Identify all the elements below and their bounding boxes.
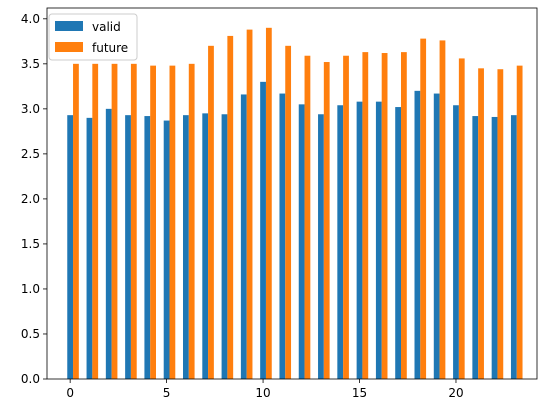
bar-valid-12	[298, 104, 305, 379]
bar-valid-0	[67, 115, 74, 379]
bar-future-0	[73, 63, 79, 379]
y-tick-label: 3.0	[21, 102, 40, 116]
legend: valid future	[48, 13, 138, 61]
bar-valid-23	[510, 115, 517, 379]
bar-valid-1	[86, 117, 93, 380]
bar-future-19	[439, 40, 446, 380]
bar-future-7	[208, 45, 214, 379]
bar-future-22	[497, 69, 504, 379]
bar-valid-3	[125, 115, 131, 379]
bar-valid-8	[221, 114, 228, 379]
legend-label-future: future	[92, 41, 128, 55]
bars-group	[67, 27, 523, 380]
bar-future-17	[401, 52, 407, 380]
bar-valid-19	[433, 93, 440, 380]
bar-future-23	[516, 65, 523, 379]
bar-future-11	[285, 45, 292, 379]
bar-valid-10	[260, 81, 266, 379]
bar-future-9	[246, 29, 253, 380]
bar-future-16	[381, 53, 388, 380]
bar-future-18	[420, 38, 427, 380]
legend-label-valid: valid	[92, 20, 121, 34]
bar-valid-17	[395, 107, 401, 380]
bar-valid-6	[183, 115, 189, 379]
axes-frame	[46, 7, 538, 380]
axes-group: 0 5 10 15 20 0.0 0.5 1.0 1.5 2.0 2.5 3.0 3.5 4.0	[21, 7, 538, 400]
bar-future-12	[304, 55, 311, 379]
x-tick-label: 15	[352, 386, 367, 400]
y-tick-label: 2.5	[21, 147, 40, 161]
bar-future-4	[150, 65, 156, 379]
bar-future-21	[478, 68, 484, 379]
bar-valid-15	[356, 101, 363, 380]
bar-future-10	[265, 27, 272, 380]
bar-future-14	[343, 55, 349, 379]
x-tick-label: 10	[255, 386, 270, 400]
bar-valid-13	[318, 114, 324, 379]
bar-future-3	[130, 63, 137, 379]
bar-future-20	[458, 58, 465, 380]
bar-future-8	[227, 35, 234, 380]
y-tick-label: 2.0	[21, 192, 40, 206]
bar-valid-22	[491, 116, 498, 380]
y-tick-label: 1.0	[21, 282, 40, 296]
x-tick-label: 0	[66, 386, 74, 400]
bar-future-2	[111, 63, 118, 379]
bar-future-15	[362, 52, 369, 380]
bar-valid-16	[375, 101, 382, 380]
y-tick-label: 0.5	[21, 327, 40, 341]
bar-valid-4	[144, 116, 151, 379]
x-tick-label: 20	[448, 386, 463, 400]
legend-swatch-future	[55, 42, 83, 52]
bar-future-1	[92, 63, 99, 379]
bar-future-6	[188, 63, 195, 379]
y-tick-label: 4.0	[21, 12, 40, 26]
bar-future-13	[323, 62, 330, 379]
bar-valid-18	[414, 90, 421, 379]
bar-valid-20	[453, 105, 459, 379]
bar-valid-5	[163, 120, 170, 379]
bar-valid-14	[337, 105, 344, 379]
bar-valid-9	[240, 94, 247, 379]
legend-swatch-valid	[55, 21, 83, 31]
bar-future-5	[169, 65, 176, 379]
bar-valid-11	[279, 93, 286, 380]
bar-valid-21	[472, 116, 479, 379]
bar-valid-7	[202, 113, 209, 380]
y-tick-label: 1.5	[21, 237, 40, 251]
y-tick-label: 0.0	[21, 372, 40, 386]
bar-valid-2	[105, 108, 112, 379]
y-tick-label: 3.5	[21, 57, 40, 71]
x-tick-label: 5	[163, 386, 171, 400]
